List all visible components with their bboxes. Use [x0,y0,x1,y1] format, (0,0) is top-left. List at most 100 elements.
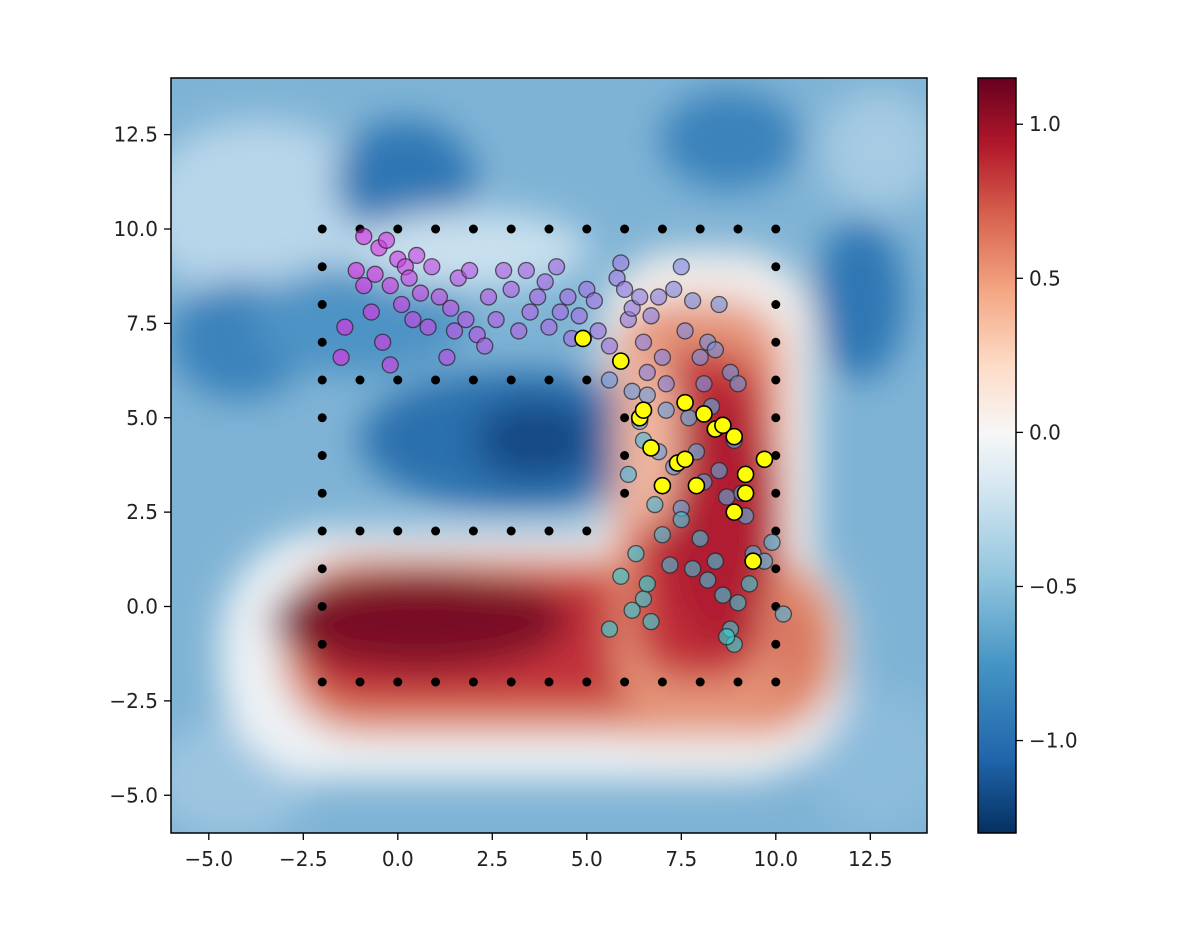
scatter-point [615,280,634,299]
scatter-point [710,295,728,314]
grid-point [771,488,781,498]
scatter-point [366,265,384,283]
x-tick-label: 7.5 [665,847,697,871]
scatter-point [347,261,365,280]
heatmap-background [171,78,927,833]
highlight-point [714,416,732,435]
highlight-point [574,329,592,348]
y-tick-label: 5.0 [126,406,158,430]
plot-frame [170,77,928,834]
scatter-point [589,322,607,340]
grid-point [317,300,327,309]
scatter-point [691,348,709,367]
grid-point [317,262,327,272]
grid-point [657,224,667,234]
scatter-point [374,333,392,351]
x-tick-label: −5.0 [185,847,234,871]
colorbar-tick-label: 1.0 [1029,112,1061,136]
y-tick-label: 10.0 [113,217,158,241]
highlight-point [736,465,755,484]
highlight-point [725,503,744,521]
scatter-point [521,303,539,321]
scatter-point [600,371,619,389]
grid-point [582,526,592,536]
scatter-point [404,310,422,329]
scatter-point [551,303,569,321]
scatter-point [638,363,656,382]
highlight-point [612,352,630,370]
grid-point [317,526,327,536]
grid-points-layer [317,224,781,687]
scatter-point [494,261,513,280]
scatter-point [619,465,638,484]
colorbar-tick-label: −1.0 [1029,729,1078,753]
grid-point [771,639,781,649]
scatter-point [657,375,675,393]
y-tick-label: 2.5 [126,500,158,524]
scatter-point [487,310,505,329]
grid-point [582,375,592,385]
scatter-point [442,299,460,317]
scatter-point [695,375,713,393]
highlight-point [736,484,755,503]
grid-point [695,677,705,687]
scatter-point [623,601,641,619]
scatter-point [540,318,558,336]
scatter-point [672,511,690,529]
highlight-point [725,427,744,446]
scatter-point [445,322,464,340]
scatter-point [763,533,781,551]
scatter-point [362,303,380,321]
grid-point [771,224,781,234]
scatter-point [600,337,619,355]
scatter-point [683,292,702,310]
grid-point [771,451,781,460]
scatter-point [400,269,418,287]
grid-point [317,639,327,649]
grid-point [468,677,478,687]
grid-point [431,526,441,536]
scatter-point [699,571,717,589]
colorbar [977,77,1017,834]
scatter-point [710,461,728,480]
scatter-point [612,567,630,585]
grid-point [393,526,403,536]
scatter-point [631,288,649,306]
grid-point [317,337,327,347]
grid-point [317,564,327,574]
scatter-point [680,409,698,427]
scatter-point [476,337,494,355]
grid-point [771,337,781,347]
grid-point [620,224,630,234]
scatter-point [585,292,604,310]
grid-point [771,262,781,272]
grid-point [468,375,478,385]
highlight-point [676,450,694,469]
grid-point [620,451,630,460]
scatter-point [423,258,441,276]
scatter-point [649,288,668,306]
grid-point [582,677,592,687]
grid-point [431,677,441,687]
grid-point [620,413,630,423]
grid-point [431,224,441,234]
scatter-point [479,288,498,306]
highlight-point [642,439,660,457]
scatter-point [729,594,747,612]
scatter-point [691,529,709,548]
scatter-point [408,246,426,265]
grid-point [771,677,781,687]
scatter-point [729,375,747,393]
grid-point [620,488,630,498]
scatter-point [536,273,554,291]
grid-point [317,224,327,234]
grid-point [544,224,554,234]
scatter-point [430,288,449,306]
highlight-point [653,476,672,495]
scatter-point [634,333,653,351]
grid-point [317,451,327,460]
grid-point [544,375,554,385]
scatter-point [457,310,475,329]
grid-point [355,375,365,385]
